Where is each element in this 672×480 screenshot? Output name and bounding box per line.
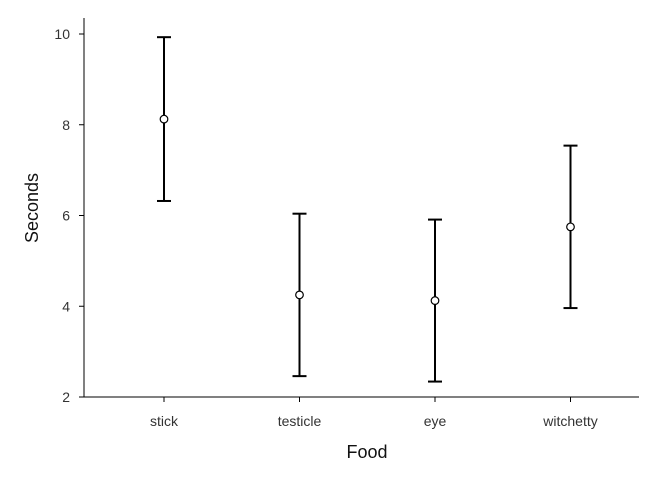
mean-point xyxy=(159,114,169,124)
y-ticks: 2 4 6 8 10 xyxy=(54,26,84,405)
mean-point xyxy=(430,296,440,305)
y-tick-label: 10 xyxy=(54,26,70,42)
data-marks xyxy=(157,36,578,383)
y-tick-label: 6 xyxy=(62,208,70,224)
x-tick-label: testicle xyxy=(278,413,322,429)
x-ticks: stick testicle eye witchetty xyxy=(150,397,598,429)
y-axis-title: Seconds xyxy=(22,173,42,243)
x-tick-label: stick xyxy=(150,413,179,429)
x-axis-title: Food xyxy=(346,442,387,462)
mean-point xyxy=(295,290,304,300)
y-tick-label: 4 xyxy=(62,298,70,314)
y-tick-label: 8 xyxy=(62,117,70,133)
y-tick-label: 2 xyxy=(62,389,70,405)
axes xyxy=(83,18,639,398)
x-tick-label: witchetty xyxy=(542,413,597,429)
mean-point xyxy=(566,222,575,232)
x-tick-label: eye xyxy=(424,413,447,429)
